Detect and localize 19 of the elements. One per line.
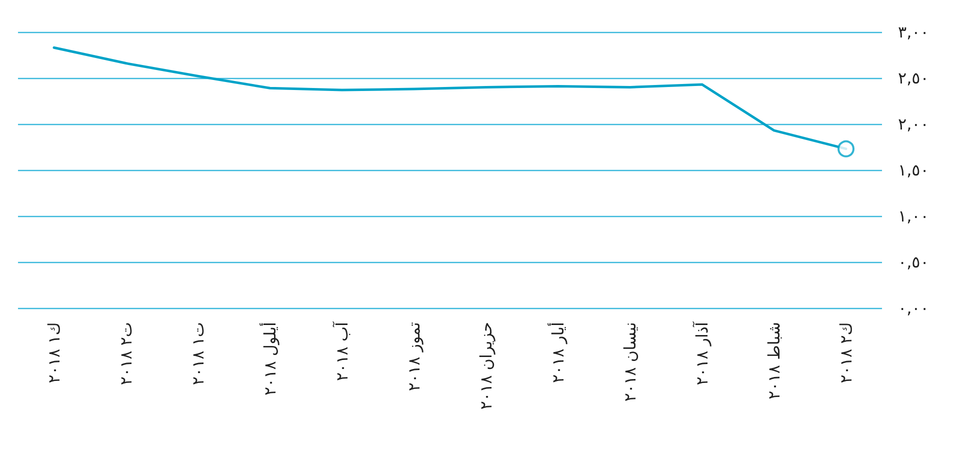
x-tick-label: أيلول ٢٠١٨	[260, 322, 280, 396]
x-tick-label: نيسان ٢٠١٨	[620, 322, 640, 402]
x-tick-label: شباط ٢٠١٨	[764, 322, 784, 400]
x-tick-label: آب ٢٠١٨	[332, 320, 352, 381]
y-tick-label: ٢,٥٠	[898, 68, 929, 88]
x-tick-label: ك٢ ٢٠١٨	[836, 322, 856, 384]
y-tick-label: ٠,٥٠	[898, 252, 929, 272]
y-tick-label: ٠,٠٠	[898, 298, 929, 318]
y-tick-label: ٣,٠٠	[898, 22, 929, 42]
x-tick-label: ت٢ ٢٠١٨	[116, 322, 136, 386]
y-tick-label: ١,٠٠	[898, 206, 929, 226]
x-tick-label: حزيران ٢٠١٨	[476, 322, 496, 410]
x-tick-label: ك١ ٢٠١٨	[44, 322, 64, 384]
x-tick-label: أيار ٢٠١٨	[548, 322, 568, 383]
y-tick-label: ٢,٠٠	[898, 114, 929, 134]
y-tick-label: ١,٥٠	[898, 160, 929, 180]
x-tick-label: ت١ ٢٠١٨	[188, 322, 208, 386]
x-tick-label: آذار ٢٠١٨	[692, 320, 712, 386]
x-tick-label: تموز ٢٠١٨	[404, 322, 424, 392]
